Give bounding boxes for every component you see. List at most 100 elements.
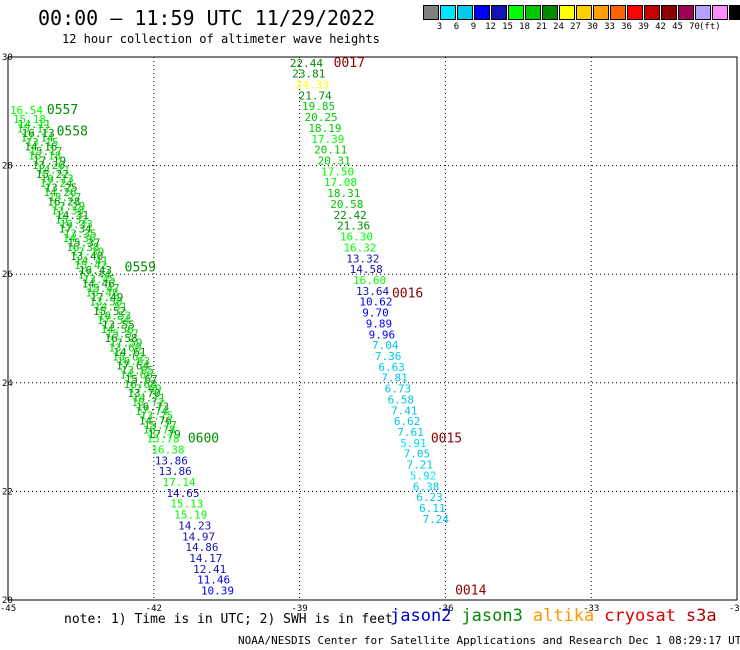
west-track-band-label: 15.17 bbox=[29, 145, 62, 158]
west-track-band-label: 17.14 bbox=[20, 131, 53, 144]
west-track-band-label: 14.61 bbox=[113, 346, 146, 359]
satellite-name: s3a bbox=[685, 606, 717, 626]
color-scale-cell bbox=[474, 5, 490, 20]
east-track-value: 22.44 bbox=[290, 57, 323, 70]
west-track-band-label: 14.46 bbox=[82, 277, 115, 290]
west-track-band-label: 17.64 bbox=[116, 360, 149, 373]
color-scale-cell bbox=[610, 5, 626, 20]
west-track-band-label: 13.70 bbox=[127, 387, 160, 400]
west-track-band-label: 13.60 bbox=[108, 341, 141, 354]
color-scale-bar bbox=[423, 5, 740, 21]
east-track-value: 7.81 bbox=[381, 372, 408, 385]
satellite-name: jason2 bbox=[390, 606, 452, 626]
east-track-value: 20.31 bbox=[318, 155, 351, 168]
west-track-band-label: 14.36 bbox=[63, 232, 96, 245]
color-scale-label: 33 bbox=[604, 22, 615, 32]
color-scale-label: 9 bbox=[470, 22, 477, 32]
chart-title: 00:00 – 11:59 UTC 11/29/2022 bbox=[38, 6, 376, 30]
west-track-band-label: 14.76 bbox=[139, 414, 172, 427]
east-track-value: 24.33 bbox=[296, 78, 329, 91]
satellite-name: cryosat bbox=[604, 606, 676, 626]
west-track-band-label: 17.29 bbox=[52, 200, 85, 213]
west-track-band-label: 16.53 bbox=[98, 309, 131, 322]
west-track-band-label: 13.55 bbox=[102, 319, 135, 332]
east-track-value: 9.70 bbox=[362, 307, 389, 320]
west-track-band-label: 15.67 bbox=[125, 373, 158, 386]
color-scale-cell bbox=[678, 5, 694, 20]
east-track-value: 21.74 bbox=[299, 89, 332, 102]
x-tick-label: -33 bbox=[583, 604, 599, 614]
east-track-value: 19.85 bbox=[302, 100, 335, 113]
west-track-band-label: 17.34 bbox=[59, 223, 92, 236]
color-scale-cell bbox=[559, 5, 575, 20]
west-track-value: 14.65 bbox=[166, 487, 199, 500]
east-track-value: 17.39 bbox=[311, 133, 344, 146]
west-track-value: 15.13 bbox=[170, 498, 203, 511]
west-track-band-label: 13.35 bbox=[64, 227, 97, 240]
west-track-band-label: 13.50 bbox=[89, 296, 122, 309]
color-scale-label: 30 bbox=[587, 22, 598, 32]
west-track-value: 12.41 bbox=[193, 563, 226, 576]
east-track-value: 14.58 bbox=[350, 263, 383, 276]
color-scale-label: 15 bbox=[502, 22, 513, 32]
west-track-value: 10.39 bbox=[201, 585, 234, 598]
east-track-value: 20.11 bbox=[314, 144, 347, 157]
color-scale-label: 45 bbox=[672, 22, 683, 32]
color-scale-label: 18 bbox=[519, 22, 530, 32]
west-track-value: 17.14 bbox=[163, 476, 196, 489]
west-track-band-label: 14.71 bbox=[132, 391, 165, 404]
west-track-band-label: 16.23 bbox=[41, 173, 74, 186]
y-tick-label: 26 bbox=[2, 270, 13, 280]
west-track-band-label: 13.75 bbox=[140, 410, 173, 423]
west-track-band-label: 17.59 bbox=[109, 337, 142, 350]
west-track-band-label: 17.74 bbox=[135, 405, 168, 418]
west-track-band-label: 15.57 bbox=[106, 328, 139, 341]
west-track-band-label: 14.21 bbox=[37, 163, 70, 176]
color-scale-label: 42 bbox=[655, 22, 666, 32]
time-label: 0015 bbox=[431, 432, 462, 447]
west-track-band-label: 16.33 bbox=[60, 218, 93, 231]
west-track-band-label: 13.20 bbox=[32, 159, 65, 172]
east-track-value: 6.38 bbox=[413, 480, 440, 493]
west-track-band-label: 13.30 bbox=[51, 204, 84, 217]
color-scale-cell bbox=[661, 5, 677, 20]
west-track-band-label: 16.68 bbox=[124, 378, 157, 391]
color-scale-cell bbox=[440, 5, 456, 20]
color-scale-cell bbox=[423, 5, 439, 20]
x-tick-label: -30 bbox=[729, 604, 740, 614]
y-tick-label: 22 bbox=[2, 487, 13, 497]
west-track-value: 14.23 bbox=[178, 519, 211, 532]
satellite-name: jason3 bbox=[461, 606, 523, 626]
east-track-value: 6.63 bbox=[378, 361, 405, 374]
x-tick-label: -45 bbox=[0, 604, 16, 614]
time-label: 0557 bbox=[47, 103, 78, 118]
east-track-value: 21.36 bbox=[337, 220, 370, 233]
color-scale-cell bbox=[457, 5, 473, 20]
footer-credit: NOAA/NESDIS Center for Satellite Applica… bbox=[238, 634, 740, 647]
x-tick-label: -39 bbox=[291, 604, 307, 614]
color-scale-label: 6 bbox=[453, 22, 460, 32]
west-track-band-label: 14.26 bbox=[43, 186, 76, 199]
color-scale-cell bbox=[729, 5, 740, 20]
west-track-band-label: 15.62 bbox=[112, 350, 145, 363]
west-track-band-label: 13.40 bbox=[70, 250, 103, 263]
east-track-value: 16.32 bbox=[343, 241, 376, 254]
time-label: 0014 bbox=[455, 584, 486, 599]
west-track-value: 15.19 bbox=[174, 509, 207, 522]
color-scale-label: 24 bbox=[553, 22, 564, 32]
color-scale-cell bbox=[627, 5, 643, 20]
x-tick-label: -42 bbox=[146, 604, 162, 614]
west-track-value: 11.46 bbox=[197, 574, 230, 587]
east-track-value: 5.91 bbox=[400, 437, 427, 450]
west-track-band-label: 16.63 bbox=[117, 355, 150, 368]
east-track-value: 18.19 bbox=[308, 122, 341, 135]
color-scale-cell bbox=[525, 5, 541, 20]
east-track-value: 7.04 bbox=[372, 339, 399, 352]
east-track-value: 20.58 bbox=[330, 198, 363, 211]
west-track-band-label: 14.66 bbox=[120, 369, 153, 382]
color-scale-cell bbox=[593, 5, 609, 20]
east-track-value: 16.30 bbox=[340, 231, 373, 244]
west-track-band-label: 14.41 bbox=[75, 255, 108, 268]
west-track-value: 16.38 bbox=[151, 443, 184, 456]
